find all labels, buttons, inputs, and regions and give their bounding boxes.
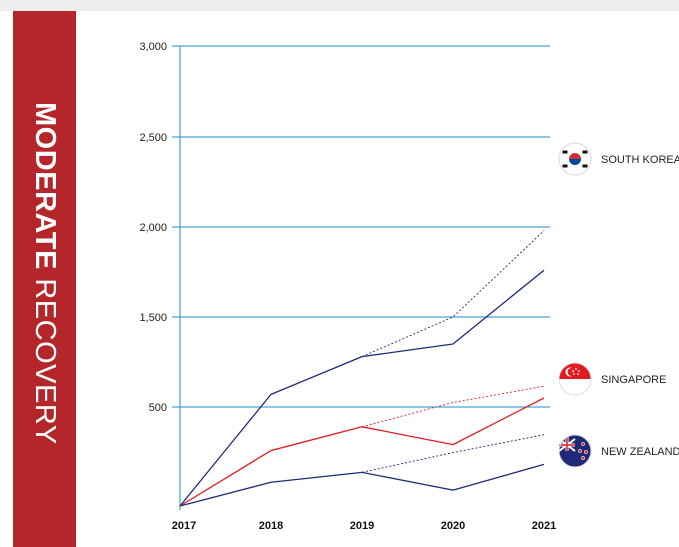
trend-line <box>361 434 545 473</box>
y-tick-labels: 3,000 2,500 2,000 1,500 500 <box>139 41 167 414</box>
side-title: MODERATE RECOVERY <box>29 102 61 472</box>
side-band <box>13 11 76 547</box>
star <box>581 456 585 460</box>
flag-rim <box>558 362 592 396</box>
trigram <box>562 164 568 168</box>
star <box>581 442 585 446</box>
x-tick-labels: 2017 2018 2019 2020 2021 <box>172 520 556 532</box>
grid-lines <box>172 45 550 510</box>
country-label: SOUTH KOREA <box>601 154 679 166</box>
x-tick-label: 2021 <box>532 520 556 532</box>
series-line <box>179 397 545 507</box>
trigram <box>582 164 588 168</box>
taegeuk-blue <box>569 159 581 165</box>
side-title-light: RECOVERY <box>29 278 61 445</box>
y-tick-label: 2,500 <box>139 132 167 144</box>
star <box>584 450 588 454</box>
taegeuk-red <box>569 153 581 159</box>
trigram <box>562 150 568 154</box>
country-label: SINGAPORE <box>601 374 666 386</box>
y-tick-label: 3,000 <box>139 41 167 53</box>
country-labels: SOUTH KOREA SINGAPORE NEW ZEALAND <box>601 154 679 458</box>
y-tick-label: 2,000 <box>139 222 167 234</box>
country-label: NEW ZEALAND <box>601 446 679 458</box>
flag-rim <box>558 434 592 468</box>
trigram <box>582 150 588 154</box>
star <box>572 370 574 372</box>
south-korea-flag-icon <box>558 142 592 176</box>
country-flags <box>558 142 592 468</box>
trend-lines <box>361 230 545 473</box>
y-tick-label: 1,500 <box>139 312 167 324</box>
star <box>578 370 580 372</box>
new-zealand-flag-icon <box>558 434 592 468</box>
x-tick-label: 2019 <box>350 520 374 532</box>
star <box>577 373 579 375</box>
x-tick-label: 2017 <box>172 520 196 532</box>
series-line <box>179 269 545 507</box>
star <box>573 373 575 375</box>
series-lines <box>179 269 545 507</box>
x-tick-label: 2018 <box>259 520 283 532</box>
singapore-flag-icon <box>558 362 592 396</box>
star <box>578 449 582 453</box>
top-bar <box>0 0 679 11</box>
star <box>575 368 577 370</box>
series-line <box>179 463 545 507</box>
flag-white-half <box>559 379 591 395</box>
y-tick-label: 500 <box>149 402 167 414</box>
x-tick-label: 2020 <box>441 520 465 532</box>
side-title-bold: MODERATE <box>29 102 61 270</box>
trend-line <box>361 230 545 358</box>
